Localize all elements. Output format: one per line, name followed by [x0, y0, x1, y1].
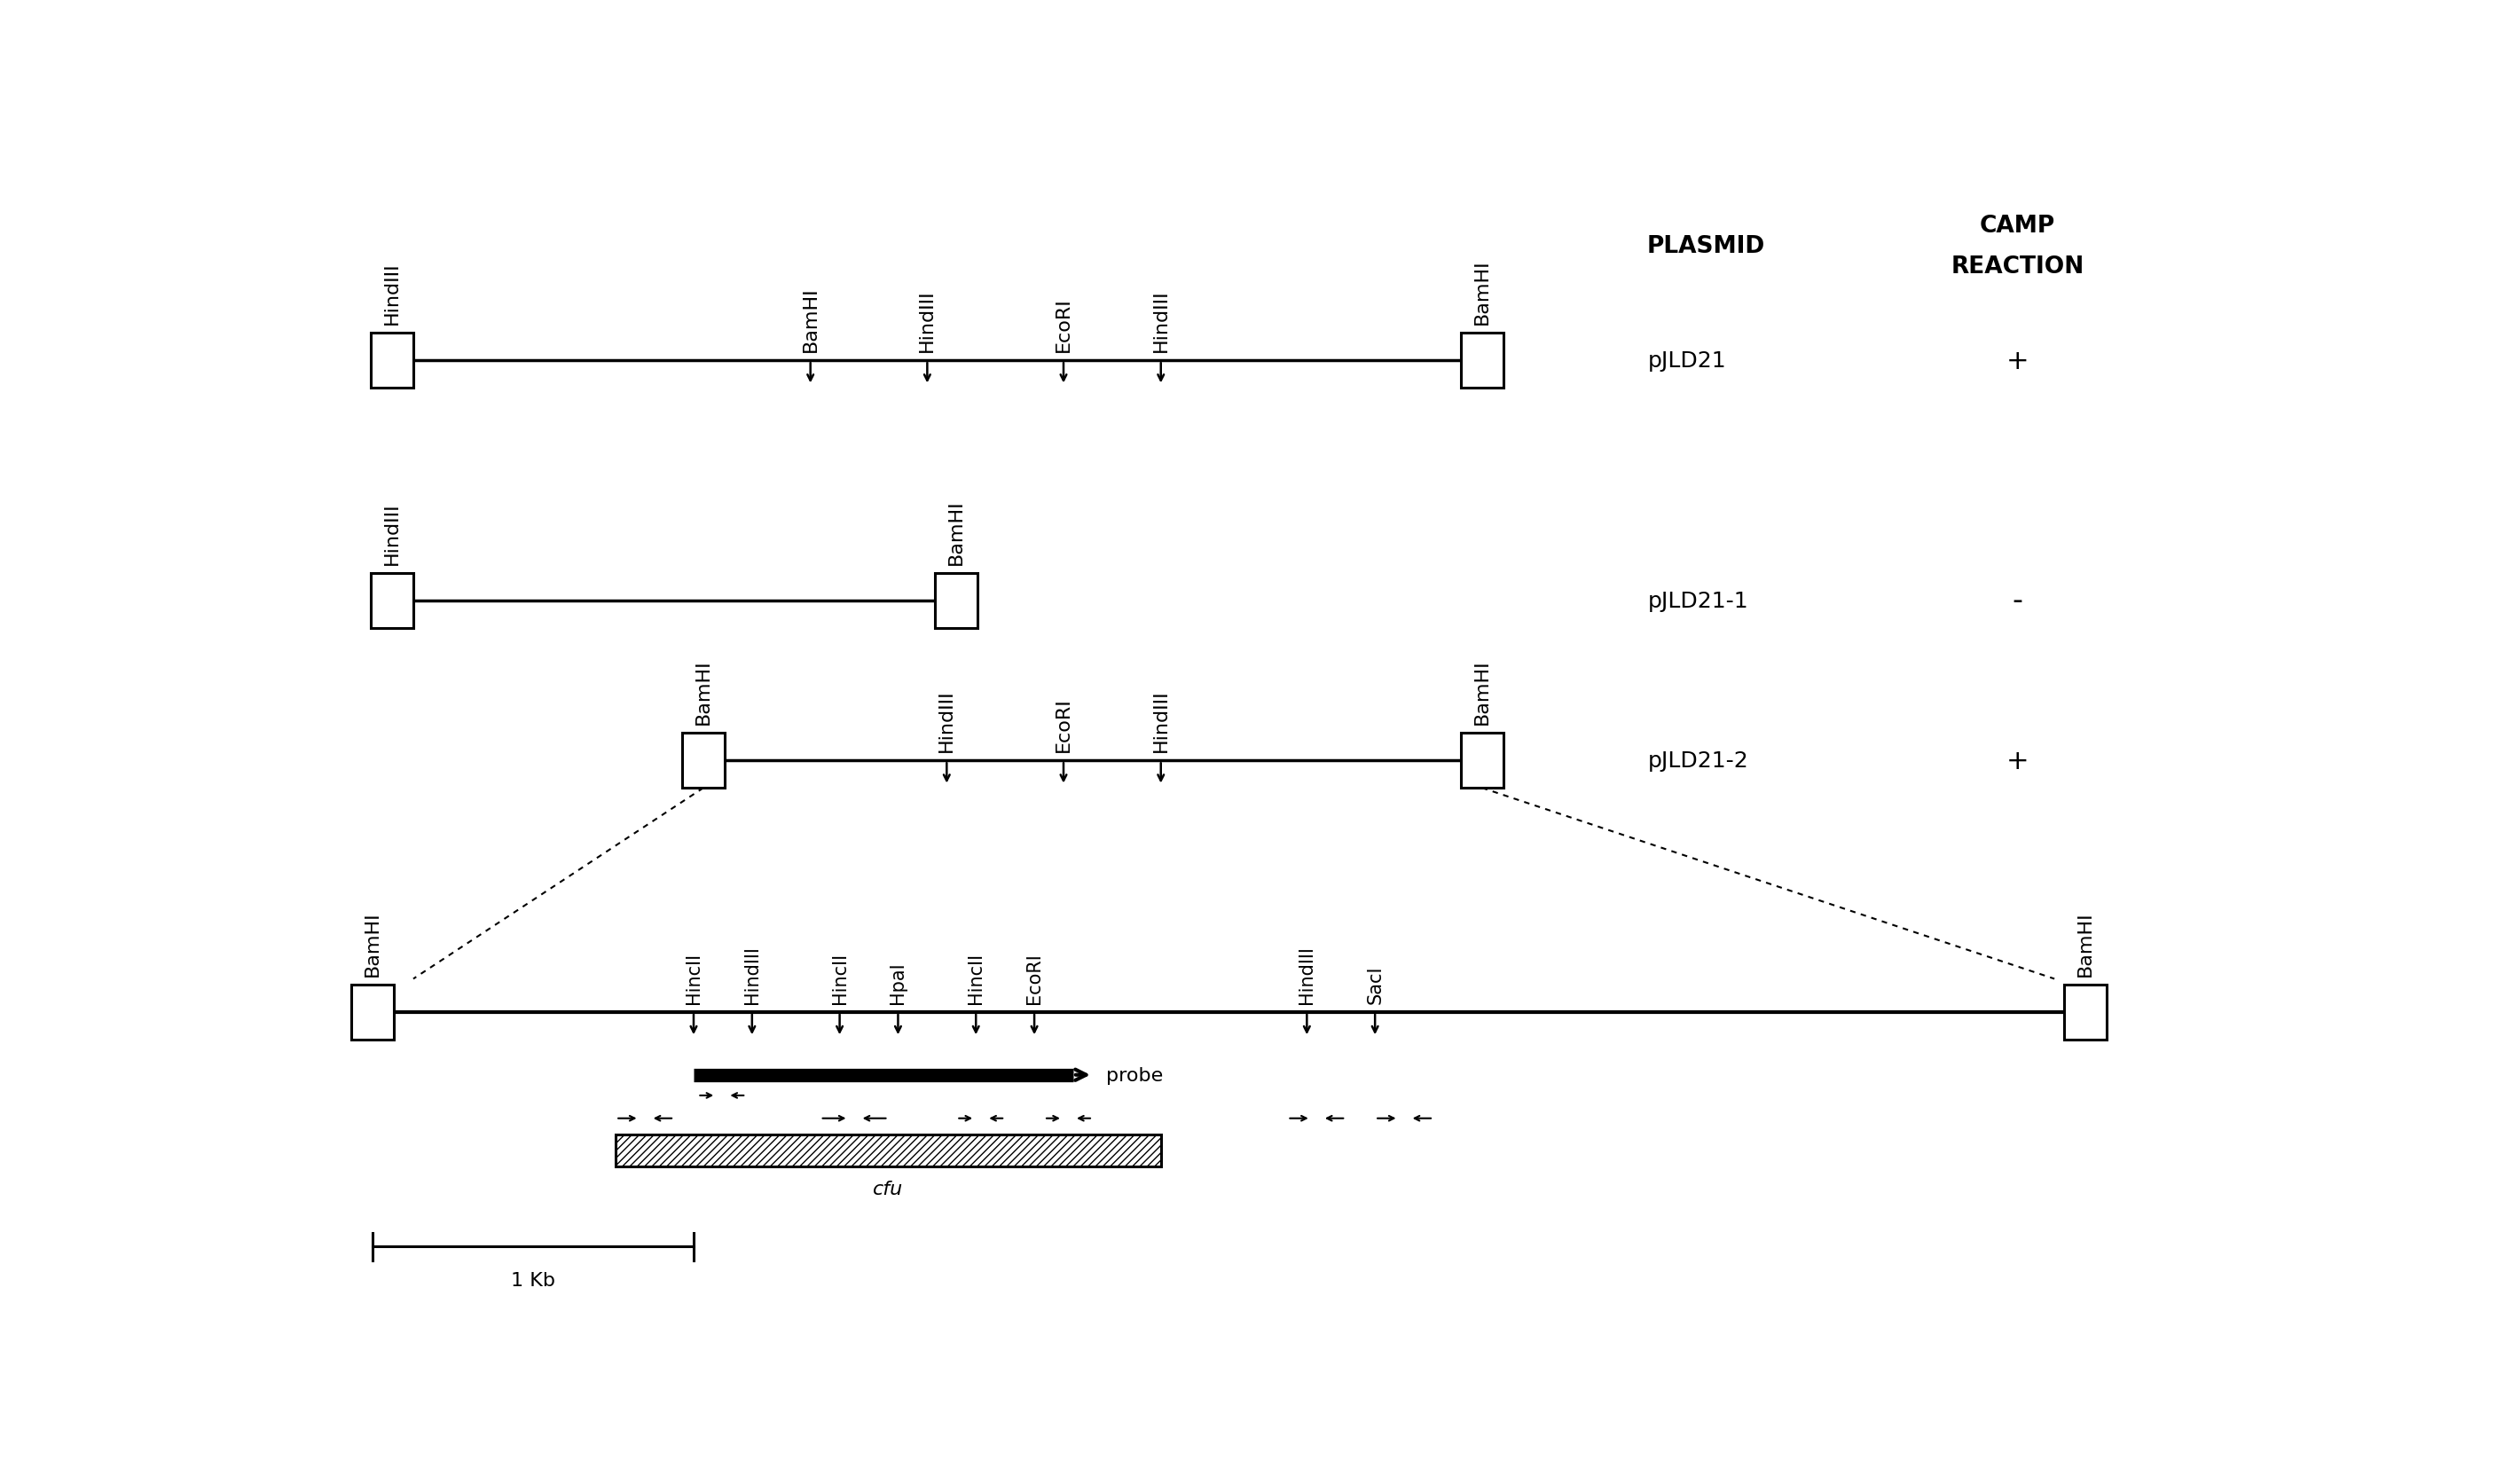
- Text: CAMP: CAMP: [1979, 215, 2055, 237]
- Text: HincII: HincII: [686, 951, 703, 1003]
- Text: BamHI: BamHI: [364, 910, 382, 975]
- Text: HindIII: HindIII: [744, 945, 761, 1003]
- Text: PLASMID: PLASMID: [1648, 234, 1766, 258]
- Text: pJLD21: pJLD21: [1648, 350, 1726, 371]
- Text: HindIII: HindIII: [382, 502, 402, 564]
- Text: probe: probe: [1105, 1066, 1163, 1083]
- Text: BamHI: BamHI: [1472, 659, 1492, 724]
- Text: EcoRI: EcoRI: [1055, 697, 1073, 752]
- Text: HindIII: HindIII: [937, 689, 955, 752]
- Text: +: +: [2007, 748, 2030, 773]
- Text: pJLD21-2: pJLD21-2: [1648, 751, 1748, 772]
- Bar: [369, 334, 414, 389]
- Text: HincII: HincII: [831, 951, 849, 1003]
- Text: BamHI: BamHI: [693, 659, 713, 724]
- Text: HpaI: HpaI: [889, 960, 907, 1003]
- Bar: [1459, 733, 1505, 788]
- Text: HindIII: HindIII: [1153, 289, 1171, 352]
- Text: HindIII: HindIII: [382, 261, 402, 325]
- Text: -: -: [2012, 586, 2022, 616]
- Bar: [2065, 985, 2108, 1040]
- Text: HindIII: HindIII: [1153, 689, 1171, 752]
- Text: cfu: cfu: [874, 1180, 904, 1198]
- Text: EcoRI: EcoRI: [1025, 951, 1042, 1003]
- Bar: [1459, 334, 1505, 389]
- Text: HindIII: HindIII: [1299, 945, 1316, 1003]
- Text: pJLD21-1: pJLD21-1: [1648, 591, 1748, 611]
- Text: SacI: SacI: [1367, 965, 1384, 1003]
- Text: 1 Kb: 1 Kb: [510, 1272, 555, 1290]
- Text: BamHI: BamHI: [947, 499, 965, 564]
- Text: HindIII: HindIII: [919, 289, 937, 352]
- Text: BamHI: BamHI: [801, 286, 819, 352]
- Text: EcoRI: EcoRI: [1055, 297, 1073, 352]
- Bar: [934, 573, 977, 628]
- Text: +: +: [2007, 349, 2030, 374]
- Bar: [681, 733, 726, 788]
- Bar: [615, 1134, 1161, 1166]
- Text: HincII: HincII: [967, 951, 985, 1003]
- Text: BamHI: BamHI: [2077, 910, 2095, 975]
- Bar: [352, 985, 394, 1040]
- Text: REACTION: REACTION: [1952, 255, 2085, 279]
- Bar: [369, 573, 414, 628]
- Text: BamHI: BamHI: [1472, 260, 1492, 325]
